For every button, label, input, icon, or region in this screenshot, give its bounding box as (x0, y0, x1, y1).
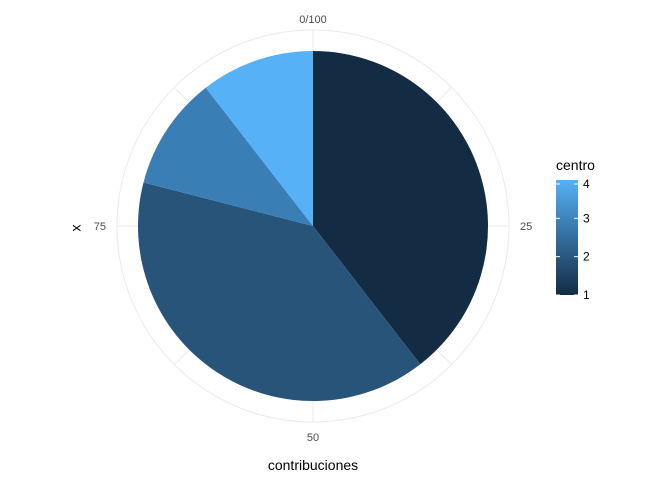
legend-colorbar (556, 180, 578, 295)
theta-tick-label: 75 (94, 221, 106, 233)
legend-tick-label: 2 (583, 250, 590, 264)
theta-tick-label: 25 (520, 221, 532, 233)
x-axis-title: contribuciones (268, 457, 358, 473)
legend-tick-label: 3 (583, 211, 590, 225)
theta-tick-label: 0/100 (299, 14, 327, 26)
theta-tick-label: 50 (307, 432, 319, 444)
pie-slice-centro-3 (143, 87, 313, 226)
theta-tick-labels: 0/100 25 50 75 (94, 14, 533, 444)
legend-ticks: 1 2 3 4 (556, 177, 590, 302)
y-axis-title: x (68, 225, 84, 232)
pie-slice-centro-1 (313, 51, 488, 365)
pie-slice-centro-4 (205, 51, 313, 226)
pie-slice-centro-2 (138, 182, 421, 401)
legend-tick-label: 1 (583, 288, 590, 302)
pie-slices (138, 51, 488, 401)
legend-title: centro (556, 157, 595, 173)
legend-tick-label: 4 (583, 177, 590, 191)
legend: centro 1 2 3 4 (556, 157, 595, 302)
